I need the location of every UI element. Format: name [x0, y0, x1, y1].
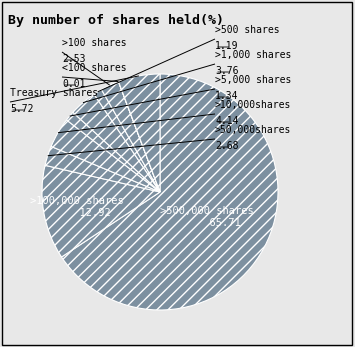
Text: >500 shares: >500 shares: [215, 25, 280, 35]
Text: >100,000 shares
      12.92: >100,000 shares 12.92: [29, 196, 123, 218]
Wedge shape: [66, 112, 160, 192]
Wedge shape: [42, 165, 160, 257]
Text: <100 shares: <100 shares: [62, 63, 127, 73]
Wedge shape: [102, 82, 160, 192]
Text: 4.14: 4.14: [215, 116, 239, 126]
Text: 2.53: 2.53: [62, 54, 86, 64]
Text: >5,000 shares: >5,000 shares: [215, 75, 291, 85]
Wedge shape: [119, 82, 160, 192]
Text: 0.01: 0.01: [62, 79, 86, 89]
Text: 1.34: 1.34: [215, 91, 239, 101]
Text: By number of shares held(%): By number of shares held(%): [8, 14, 224, 27]
Wedge shape: [119, 74, 160, 192]
Wedge shape: [73, 94, 160, 192]
Text: >100 shares: >100 shares: [62, 38, 127, 48]
Text: 5.72: 5.72: [10, 104, 33, 114]
Wedge shape: [51, 120, 160, 192]
Text: >1,000 shares: >1,000 shares: [215, 50, 291, 60]
Wedge shape: [94, 90, 160, 192]
Text: >50,000shares: >50,000shares: [215, 125, 291, 135]
Text: >500,000 shares
      65.71: >500,000 shares 65.71: [160, 206, 253, 228]
Text: 3.76: 3.76: [215, 66, 239, 76]
Text: 1.19: 1.19: [215, 41, 239, 51]
Text: >10,000shares: >10,000shares: [215, 100, 291, 110]
Text: 2.68: 2.68: [215, 141, 239, 151]
Wedge shape: [61, 74, 278, 310]
Text: Treasury shares: Treasury shares: [10, 88, 98, 98]
Wedge shape: [45, 146, 160, 192]
